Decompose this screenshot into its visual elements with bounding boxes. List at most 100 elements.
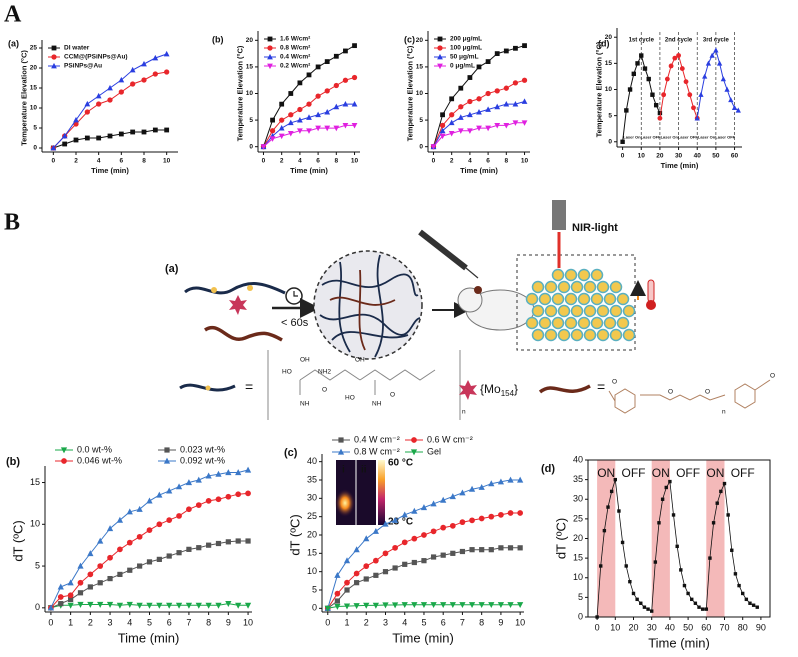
marker	[195, 602, 202, 609]
marker	[163, 457, 171, 464]
particle	[577, 268, 591, 282]
y-tick-label: 0	[312, 603, 317, 613]
thermometer	[647, 279, 655, 303]
particle	[583, 280, 597, 294]
marker	[106, 601, 114, 608]
marker	[657, 115, 663, 121]
marker	[87, 584, 93, 590]
mouse-head	[457, 287, 483, 313]
structure-label: HO	[345, 395, 355, 402]
y-tick-label: 40	[573, 454, 583, 464]
marker	[420, 602, 428, 609]
dot	[205, 385, 211, 391]
marker	[334, 590, 341, 597]
x-tick-label: 9	[498, 617, 503, 627]
marker	[47, 604, 55, 611]
mo-label: {Mo154}	[480, 382, 518, 398]
x-tick-label: 40	[694, 153, 702, 160]
marker	[267, 53, 273, 60]
panel-letter: A	[4, 2, 22, 28]
marker	[164, 69, 170, 75]
marker	[488, 547, 494, 553]
marker	[225, 539, 231, 545]
marker	[517, 545, 523, 551]
marker	[373, 557, 379, 564]
marker	[469, 517, 475, 524]
x-tick-label: 10	[638, 153, 646, 160]
marker	[343, 48, 348, 54]
x-tick-label: 2	[74, 158, 78, 165]
series-line	[327, 547, 521, 609]
structure	[267, 350, 461, 420]
chart-label: (c)	[404, 34, 415, 44]
marker	[512, 101, 519, 107]
marker	[503, 123, 510, 129]
particle	[596, 304, 610, 318]
marker	[606, 505, 610, 509]
particle	[609, 328, 623, 342]
legend-label: 0.8 W cm⁻²	[354, 446, 400, 456]
x-tick-label: 50	[712, 153, 720, 160]
x-tick-label: 6	[167, 617, 172, 627]
marker	[306, 114, 312, 120]
marker	[58, 601, 64, 607]
marker	[87, 550, 94, 557]
marker	[352, 43, 357, 49]
marker	[315, 64, 321, 70]
polymer	[184, 282, 286, 295]
marker	[225, 469, 232, 476]
x-tick-label: 50	[683, 622, 693, 632]
marker	[297, 128, 303, 134]
marker	[646, 76, 651, 82]
marker	[141, 129, 147, 135]
particle	[525, 316, 539, 330]
annotation: Laser On	[661, 135, 679, 140]
marker	[517, 476, 524, 483]
schematic-label: (a)	[165, 263, 179, 275]
marker	[166, 602, 173, 609]
particle	[538, 292, 552, 306]
marker	[176, 513, 182, 519]
marker	[166, 553, 172, 559]
marker	[411, 437, 417, 443]
marker	[660, 497, 665, 501]
y-tick-label: 20	[573, 533, 583, 543]
x-tick-label: 60	[701, 622, 711, 632]
marker	[715, 501, 719, 505]
marker	[469, 547, 475, 553]
dot	[247, 285, 253, 291]
marker	[67, 592, 74, 599]
marker	[126, 508, 133, 515]
marker	[485, 125, 491, 132]
legend-label: 50 μg/mL	[450, 54, 479, 61]
x-tick-label: 60	[731, 153, 739, 160]
y-tick-label: 20	[246, 37, 254, 44]
inset-label: 23 °C	[388, 517, 413, 528]
legend-label: 0.6 W cm⁻²	[427, 434, 473, 444]
inset-label: i	[342, 465, 345, 476]
x-tick-label: 6	[441, 617, 446, 627]
marker	[724, 86, 730, 92]
clock-hands	[293, 291, 298, 297]
y-tick-label: 20	[307, 529, 317, 539]
series-line	[50, 469, 249, 609]
y-tick-label: 15	[30, 85, 38, 92]
marker	[152, 54, 159, 61]
dot	[211, 287, 217, 293]
y-tick-label: 15	[573, 553, 583, 563]
y-tick-label: 20	[416, 37, 424, 44]
marker	[297, 106, 303, 113]
x-tick-label: 6	[486, 158, 490, 165]
marker	[430, 528, 437, 535]
legend-label: 0.092 wt-%	[180, 455, 225, 465]
marker	[620, 139, 625, 144]
marker	[485, 106, 491, 112]
marker	[449, 493, 456, 500]
marker	[141, 60, 147, 67]
marker	[353, 570, 360, 577]
marker	[77, 590, 84, 596]
marker	[118, 131, 124, 137]
x-tick-label: 10	[243, 617, 253, 627]
marker	[61, 132, 68, 139]
marker	[478, 483, 485, 490]
